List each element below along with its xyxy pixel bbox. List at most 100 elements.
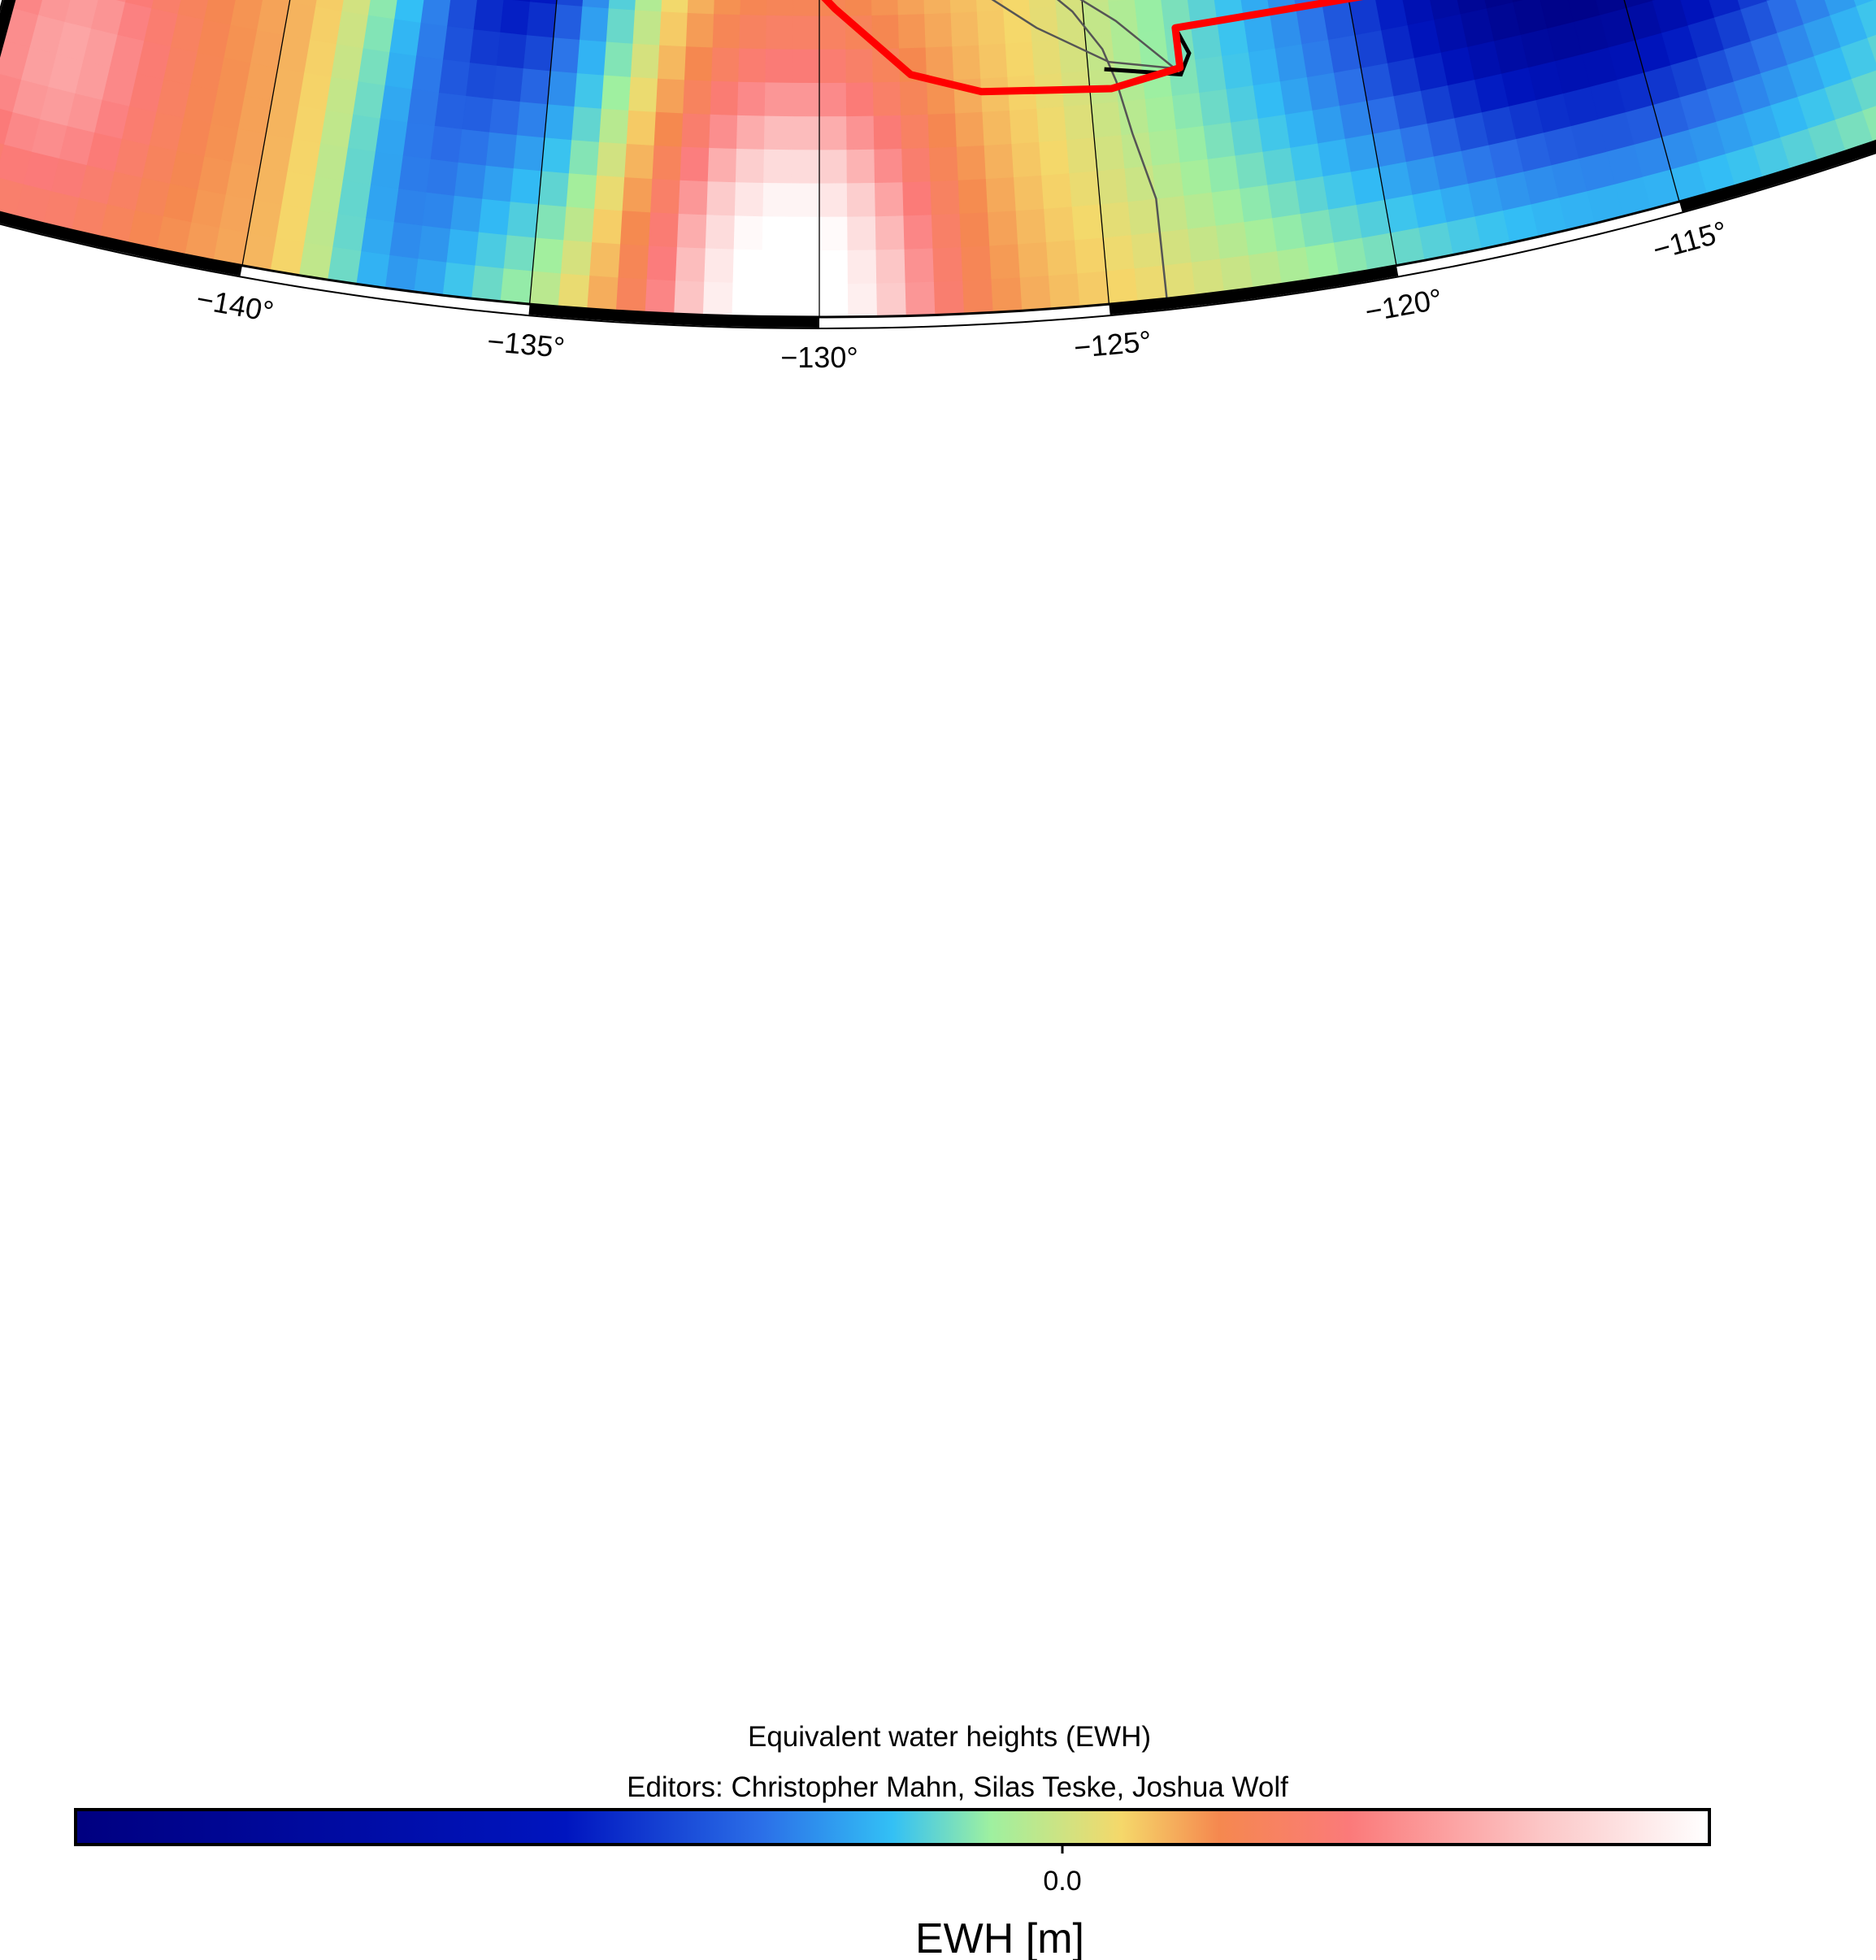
raster-cell: [705, 214, 736, 250]
raster-cell: [846, 115, 875, 150]
raster-cell: [1333, 237, 1369, 276]
raster-cell: [763, 115, 793, 150]
raster-cell: [493, 64, 524, 102]
raster-cell: [732, 248, 763, 284]
raster-cell: [819, 15, 847, 50]
raster-cell: [985, 176, 1017, 213]
raster-cell: [1322, 171, 1357, 210]
raster-cell: [734, 181, 765, 217]
raster-cell: [1099, 201, 1132, 238]
raster-cell: [177, 0, 212, 20]
raster-cell: [1108, 0, 1139, 36]
raster-cell: [1011, 141, 1042, 178]
raster-cell: [363, 14, 396, 53]
raster-cell: [582, 0, 612, 9]
raster-cell: [315, 142, 349, 181]
raster-cell: [402, 121, 436, 159]
raster-cell: [901, 113, 930, 150]
raster-cell: [151, 0, 186, 15]
raster-cell: [384, 51, 418, 89]
raster-cell: [1045, 239, 1079, 276]
meridian-line: [1081, 0, 1110, 305]
raster-cell: [370, 150, 404, 189]
raster-cell: [872, 80, 901, 116]
raster-cell: [496, 31, 528, 69]
raster-cell: [1009, 107, 1040, 145]
raster-cell: [678, 179, 709, 215]
raster-cell: [568, 139, 600, 176]
raster-cell: [873, 115, 903, 150]
meridian-line: [528, 0, 558, 305]
raster-cell: [1187, 224, 1221, 263]
raster-cell: [1230, 118, 1264, 156]
raster-cell: [710, 80, 740, 115]
raster-cell: [601, 74, 632, 111]
raster-cell: [875, 248, 906, 284]
raster-cell: [1079, 0, 1110, 5]
lon-label-bottom: −120°: [1362, 282, 1444, 328]
lon-label-bottom: −115°: [1649, 215, 1731, 267]
raster-cell: [541, 137, 573, 174]
raster-cell: [1134, 0, 1166, 33]
raster-cell: [473, 0, 505, 33]
raster-cell: [1861, 100, 1876, 143]
raster-cell: [328, 246, 363, 285]
lon-label-bottom: −130°: [780, 341, 858, 374]
raster-cell: [1019, 275, 1052, 311]
raster-cell: [1053, 0, 1083, 7]
raster-cell: [597, 141, 628, 178]
raster-cell: [556, 0, 586, 7]
raster-cell: [454, 162, 487, 199]
raster-cell: [356, 250, 391, 289]
raster-cell: [407, 88, 440, 126]
raster-cell: [446, 228, 480, 266]
raster-cell: [935, 313, 966, 317]
raster-cell: [315, 0, 348, 11]
raster-cell: [366, 184, 400, 223]
raster-cell: [846, 148, 875, 184]
raster-cell: [1199, 88, 1231, 126]
raster-cell: [793, 0, 820, 16]
raster-cell: [1155, 194, 1188, 233]
raster-cell: [1152, 162, 1185, 199]
raster-cell: [661, 0, 690, 14]
raster-cell: [876, 315, 908, 317]
raster-cell: [1248, 47, 1281, 86]
raster-cell: [1090, 101, 1123, 138]
raster-cell: [523, 34, 554, 72]
raster-cell: [1131, 231, 1164, 269]
raster-cell: [1093, 134, 1126, 172]
raster-cell: [1300, 208, 1335, 247]
raster-cell: [1149, 128, 1181, 166]
frame-checker: [0, 213, 242, 276]
raster-cell: [676, 213, 708, 249]
raster-cell: [645, 278, 676, 315]
raster-cell: [529, 0, 560, 5]
raster-cell: [1851, 68, 1876, 111]
raster-cell: [845, 48, 874, 83]
raster-cell: [608, 0, 638, 11]
raster-cell: [659, 11, 688, 47]
raster-cell: [420, 0, 453, 27]
raster-cell: [738, 47, 766, 83]
raster-cell: [791, 115, 820, 150]
raster-cell: [532, 237, 565, 274]
raster-cell: [950, 11, 979, 47]
raster-cell: [928, 146, 959, 182]
bc-province-outline: [821, 0, 1364, 96]
raster-cell: [563, 206, 595, 243]
raster-cell: [389, 18, 422, 56]
raster-cell: [1005, 41, 1036, 77]
raster-cell: [587, 275, 619, 311]
raster-cell: [293, 105, 327, 144]
colorbar: 0.0 EWH [m]: [74, 1808, 1711, 1960]
raster-cell: [657, 44, 687, 80]
raster-cell: [526, 1, 557, 38]
raster-cell: [438, 59, 471, 97]
raster-cell: [646, 245, 678, 281]
raster-cell: [592, 208, 623, 245]
raster-cell: [1074, 237, 1107, 274]
raster-cell: [952, 44, 982, 80]
raster-cell: [1328, 204, 1363, 243]
